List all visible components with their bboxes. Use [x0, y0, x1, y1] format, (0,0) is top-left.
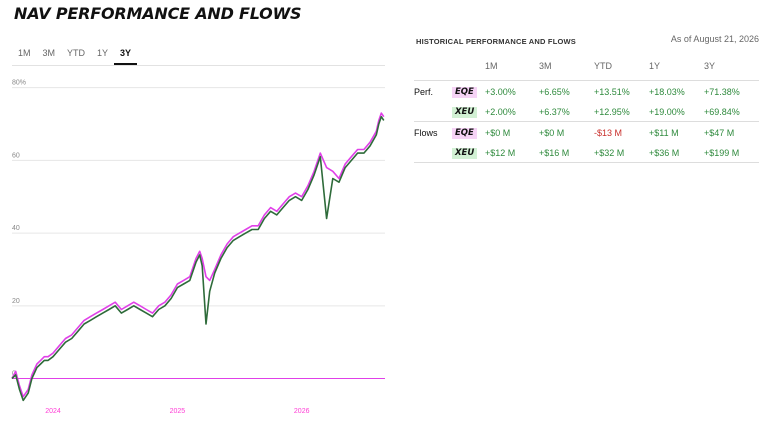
ticker-badge-xeu: XEU [452, 107, 478, 118]
ticker-badge-eqe: EQE [452, 128, 477, 139]
series-line-eqe [11, 112, 385, 398]
table-cell: +6.37% [539, 101, 594, 122]
column-header-ytd: YTD [594, 60, 649, 81]
table-cell: +$0 M [539, 128, 565, 138]
series-line-xeu [11, 115, 385, 402]
table-row: Flows EQE +$0 M +$0 M -$13 M +$11 M +$47… [414, 122, 759, 143]
table-cell: +2.00% [485, 101, 539, 122]
tab-1y[interactable]: 1Y [97, 48, 109, 58]
column-header-1y: 1Y [649, 60, 704, 81]
column-header-3y: 3Y [704, 60, 759, 81]
table-cell: +12.95% [594, 101, 649, 122]
column-header-blank [414, 60, 452, 81]
page-title: NAV PERFORMANCE AND FLOWS [14, 4, 302, 23]
table-cell: +19.00% [649, 101, 704, 122]
x-tick-label: 2026 [294, 408, 310, 415]
table-cell: +$12 M [485, 142, 539, 163]
ticker-badge-xeu: XEU [452, 148, 478, 159]
x-tick-label: 2024 [45, 408, 61, 415]
row-label-flows: Flows [414, 128, 438, 138]
table-cell: +$0 M [485, 128, 511, 138]
table-header-row: 1M 3M YTD 1Y 3Y [414, 60, 759, 81]
tab-ytd[interactable]: YTD [67, 48, 86, 58]
table-cell: +$36 M [649, 142, 704, 163]
column-header-3m: 3M [539, 60, 594, 81]
table-cell: -$13 M [594, 128, 623, 138]
y-tick-label: 80% [12, 80, 26, 87]
range-tabs: 1M 3M YTD 1Y 3Y [12, 46, 385, 66]
table-cell: +13.51% [594, 87, 630, 97]
table-cell: +3.00% [485, 87, 516, 97]
table-cell: +18.03% [649, 87, 685, 97]
table-cell: +6.65% [539, 87, 570, 97]
table-row: Perf. EQE +3.00% +6.65% +13.51% +18.03% … [414, 81, 759, 102]
as-of-date: As of August 21, 2026 [670, 34, 759, 44]
table-row: XEU +$12 M +$16 M +$32 M +$36 M +$199 M [414, 142, 759, 163]
table-row: XEU +2.00% +6.37% +12.95% +19.00% +69.84… [414, 101, 759, 122]
tab-3y[interactable]: 3Y [114, 46, 138, 65]
x-tick-label: 2025 [170, 408, 186, 415]
column-header-1m: 1M [485, 60, 539, 81]
ticker-badge-eqe: EQE [452, 87, 477, 98]
table-cell: +$199 M [704, 142, 759, 163]
table-cell: +$16 M [539, 142, 594, 163]
performance-table: 1M 3M YTD 1Y 3Y Perf. EQE +3.00% +6.65% … [414, 60, 759, 163]
table-cell: +69.84% [704, 101, 759, 122]
y-tick-label: 20 [12, 298, 20, 305]
tab-3m[interactable]: 3M [42, 48, 56, 58]
y-tick-label: 60 [12, 152, 20, 159]
column-header-blank [452, 60, 485, 81]
row-label-perf: Perf. [414, 87, 434, 97]
table-cell: +$11 M [649, 128, 679, 138]
tab-1m[interactable]: 1M [18, 48, 31, 58]
table-cell: +$32 M [594, 142, 649, 163]
y-tick-label: 40 [12, 225, 20, 232]
table-cell: +71.38% [704, 87, 740, 97]
table-cell: +$47 M [704, 128, 735, 138]
historical-title: HISTORICAL PERFORMANCE AND FLOWS [416, 37, 577, 46]
